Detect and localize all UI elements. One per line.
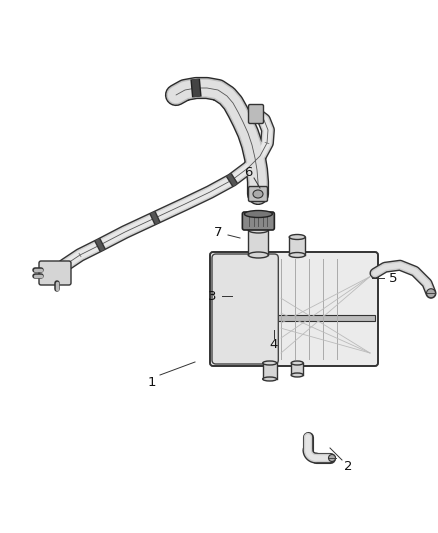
FancyBboxPatch shape: [210, 252, 378, 366]
FancyBboxPatch shape: [242, 212, 274, 230]
FancyBboxPatch shape: [212, 254, 278, 364]
Text: 7: 7: [214, 225, 222, 238]
Ellipse shape: [289, 235, 305, 239]
Bar: [213, 314, 375, 321]
Ellipse shape: [263, 361, 277, 365]
Circle shape: [427, 289, 435, 298]
FancyBboxPatch shape: [248, 104, 264, 124]
Ellipse shape: [253, 190, 263, 198]
Bar: [291, 363, 303, 375]
Ellipse shape: [263, 377, 277, 381]
Ellipse shape: [291, 361, 303, 365]
Bar: [263, 363, 277, 379]
Text: 6: 6: [244, 166, 252, 179]
Ellipse shape: [291, 373, 303, 377]
Text: 2: 2: [344, 459, 352, 472]
FancyBboxPatch shape: [248, 187, 268, 201]
Text: 1: 1: [148, 376, 156, 389]
Bar: [248, 230, 268, 255]
Text: 3: 3: [208, 289, 216, 303]
Ellipse shape: [248, 252, 268, 258]
Ellipse shape: [289, 253, 305, 257]
FancyBboxPatch shape: [39, 261, 71, 285]
Circle shape: [328, 455, 336, 462]
Text: 4: 4: [270, 338, 278, 351]
Ellipse shape: [248, 227, 268, 233]
Text: 5: 5: [389, 271, 397, 285]
Ellipse shape: [244, 211, 272, 217]
Bar: [289, 237, 305, 255]
